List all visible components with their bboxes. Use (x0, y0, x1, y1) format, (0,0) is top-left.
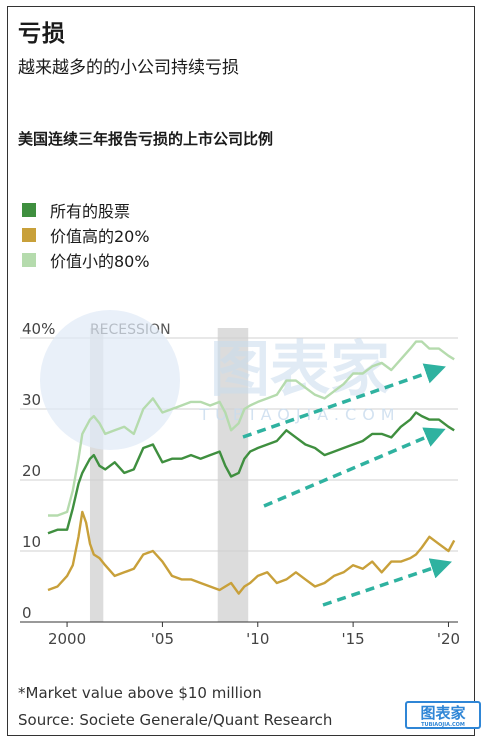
y-tick-label: 40% (22, 320, 55, 338)
watermark-head-icon (40, 310, 180, 450)
legend-swatch-small80 (22, 252, 36, 267)
y-tick-label: 30 (22, 391, 41, 409)
x-tick-label: '20 (437, 630, 460, 648)
chart-title: 美国连续三年报告亏损的上市公司比例 (18, 130, 274, 148)
legend-label-top20: 价值高的20% (50, 226, 150, 246)
x-tick-label: 2000 (48, 630, 86, 648)
trend-arrows (242, 363, 452, 607)
legend-item-small80: 价值小的80% (22, 247, 150, 272)
trend-arrow-small80 (242, 363, 446, 439)
legend-swatch-all (22, 202, 36, 217)
series-lines (47, 340, 456, 595)
brand-logo-sub: TUBIAOJIA.COM (421, 722, 465, 728)
x-tick-label: '10 (246, 630, 269, 648)
legend-item-top20: 价值高的20% (22, 222, 150, 247)
brand-logo: 图表家 TUBIAOJIA.COM (405, 701, 481, 729)
legend-swatch-top20 (22, 227, 36, 242)
legend-label-small80: 价值小的80% (50, 251, 150, 271)
x-tick-label: '05 (151, 630, 174, 648)
page-title: 亏损 (18, 21, 66, 47)
series-line-top20 (47, 510, 456, 595)
watermark-logo-text: 图表家 (210, 335, 390, 405)
footnote: *Market value above $10 million (18, 684, 262, 702)
page-subtitle: 越来越多的的小公司持续亏损 (18, 58, 239, 78)
watermark: 图表家 TUBIAOJIA.COM (40, 310, 400, 450)
legend-item-all: 所有的股票 (22, 197, 150, 222)
source-note: Source: Societe Generale/Quant Research (18, 711, 333, 729)
series-line-small80 (48, 340, 455, 517)
y-tick-label: 10 (22, 533, 41, 551)
legend: 所有的股票 价值高的20% 价值小的80% (22, 197, 150, 272)
series-line-all (47, 411, 455, 535)
x-tick-label: '15 (342, 630, 365, 648)
trend-arrow-top20 (322, 558, 452, 607)
y-tick-label: 20 (22, 462, 41, 480)
chart-frame (7, 6, 475, 736)
trend-arrow-all (263, 427, 446, 508)
brand-logo-text: 图表家 (420, 704, 466, 722)
y-tick-label: 0 (22, 604, 32, 622)
legend-label-all: 所有的股票 (50, 201, 131, 221)
axes: 0 10 20 30 40% 2000 '05 '10 '15 '20 (22, 320, 460, 648)
watermark-logo-sub: TUBIAOJIA.COM (198, 405, 400, 424)
